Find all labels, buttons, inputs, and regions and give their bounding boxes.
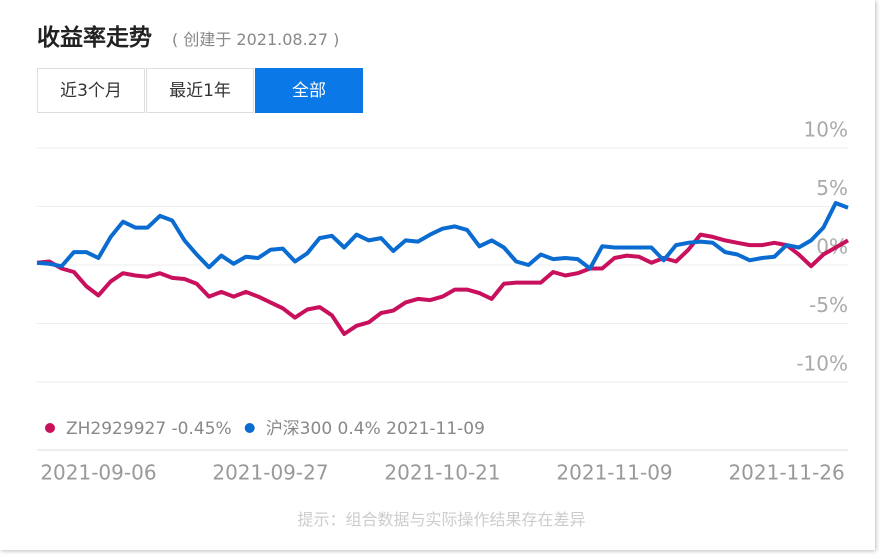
series-line [36, 201, 849, 271]
footer-note: 提示：组合数据与实际操作结果存在差异 [297, 510, 586, 529]
y-tick-label: -10% [796, 352, 848, 376]
series-line [36, 232, 849, 336]
tabs: 近3个月 最近1年 全部 [37, 68, 364, 113]
x-tick-label: 2021-11-09 [556, 461, 672, 485]
legend-label: 沪深300 0.4% 2021-11-09 [266, 419, 485, 439]
card: 收益率走势 ( 创建于 2021.08.27 ) 近3个月 最近1年 全部 10% 5… [36, 25, 849, 529]
y-tick-label: -5% [809, 293, 848, 317]
legend-label: ZH2929927 -0.45% [66, 419, 232, 439]
legend-marker [45, 423, 55, 433]
subtitle: ( 创建于 2021.08.27 ) [172, 30, 340, 49]
tab[interactable]: 最近1年 [146, 68, 254, 113]
tab[interactable]: 近3个月 [37, 68, 145, 113]
x-tick-label: 2021-11-26 [728, 461, 844, 485]
x-tick-label: 2021-09-06 [40, 461, 156, 485]
title: 收益率走势 [37, 25, 152, 51]
tab[interactable]: 全部 [255, 68, 363, 113]
y-tick-label: 10% [804, 118, 848, 142]
x-tick-label: 2021-10-21 [384, 461, 500, 485]
x-tick-label: 2021-09-27 [212, 461, 328, 485]
y-tick-label: 5% [816, 176, 848, 200]
legend-marker [244, 423, 255, 433]
